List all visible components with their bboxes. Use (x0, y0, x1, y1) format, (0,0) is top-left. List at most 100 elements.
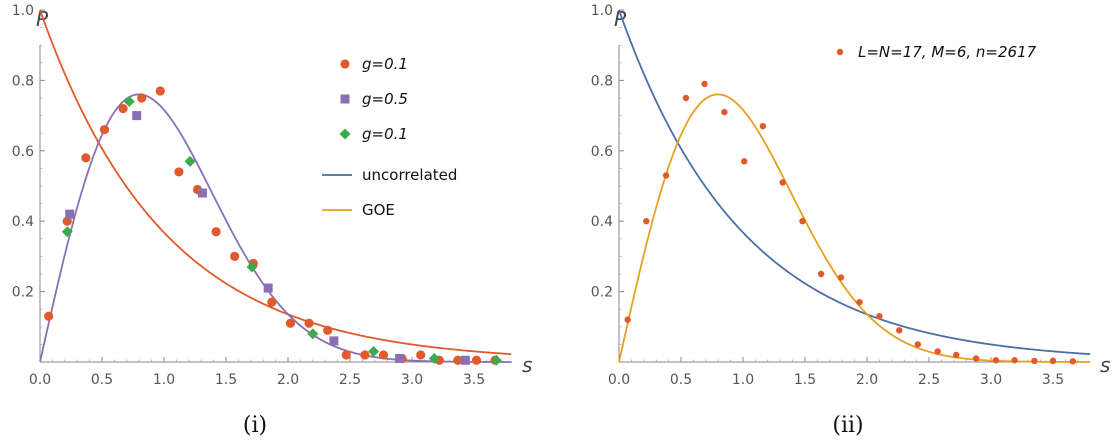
x-tick-label: 2.0 (277, 372, 299, 388)
y-tick-label: 0.6 (591, 144, 613, 160)
panel-label: (ii) (832, 413, 863, 438)
x-tick-label: 1.5 (794, 372, 816, 388)
x-axis-label: s (1100, 353, 1110, 377)
legend-label: g=0.5 (362, 90, 408, 108)
x-tick-label: 3.5 (463, 372, 485, 388)
x-tick-label: 0.0 (608, 372, 630, 388)
x-tick-label: 0.5 (670, 372, 692, 388)
y-tick-label: 0.4 (591, 214, 613, 230)
data-point (972, 355, 980, 362)
data-point (395, 353, 405, 363)
data-point (460, 355, 470, 365)
data-point (934, 348, 941, 355)
data-point (1049, 357, 1057, 365)
chart-panel-1: 0.0 0.5 1.0 1.5 2.0 2.5 3.0 3.5 0.2 0.4 0.6 0.8 1.0 s… (12, 3, 533, 438)
data-point (701, 80, 708, 88)
data-point (741, 158, 748, 165)
legend-label: GOE (362, 201, 395, 219)
legend-label: g=0.1 (362, 125, 408, 143)
x-tick-label: 0.0 (29, 372, 51, 388)
data-point (230, 251, 240, 261)
uncorrelated-curve (618, 9, 1091, 356)
data-point (155, 86, 165, 96)
data-point (81, 153, 91, 163)
data-point (62, 216, 72, 226)
data-point (471, 355, 482, 365)
panel-label: (i) (243, 413, 267, 438)
data-point (329, 336, 339, 346)
data-point (416, 350, 426, 360)
data-point (184, 155, 196, 167)
x-tick-label: 2.5 (339, 372, 361, 388)
x-tick-label: 3.0 (980, 372, 1002, 388)
x-tick-label: 3.0 (401, 372, 423, 388)
x-tick-label: 3.5 (1042, 372, 1064, 388)
legend-label: L=N=17, M=6, n=2617 (858, 43, 1037, 61)
data-point (323, 325, 333, 335)
y-tick-label: 0.8 (591, 73, 613, 89)
y-tick-label: 0.2 (591, 285, 613, 301)
data-point (1069, 358, 1077, 365)
data-point (368, 345, 380, 357)
data-point (263, 283, 273, 293)
data-point (428, 352, 440, 364)
goe-curve (39, 93, 512, 363)
y-tick-label: 1.0 (12, 3, 34, 19)
data-point (1011, 357, 1018, 364)
x-tick-label: 1.0 (732, 372, 754, 388)
x-tick-label: 1.5 (215, 372, 237, 388)
legend-swatch (836, 48, 844, 56)
data-point (896, 327, 903, 334)
data-point (246, 261, 258, 273)
data-point (211, 227, 221, 237)
data-point (779, 179, 786, 186)
data-point (721, 108, 728, 116)
x-tick-label: 0.5 (91, 372, 113, 388)
x-tick-label: 2.5 (918, 372, 940, 388)
goe-curve (618, 93, 1091, 363)
data-point (61, 226, 73, 238)
data-point (876, 313, 883, 320)
x-tick-label: 1.0 (153, 372, 175, 388)
legend-swatch (340, 59, 350, 69)
legend-swatch (339, 128, 351, 140)
data-point (174, 167, 184, 177)
data-point (992, 357, 1000, 364)
data-point (799, 218, 806, 225)
data-point (307, 328, 319, 340)
x-axis-label: s (522, 353, 532, 377)
data-point (837, 274, 845, 281)
y-tick-label: 0.8 (12, 73, 34, 89)
y-tick-label: 0.4 (12, 214, 34, 230)
data-point (304, 318, 314, 328)
data-point (137, 93, 147, 103)
data-point (341, 350, 351, 360)
data-point (817, 270, 825, 278)
data-point (99, 125, 110, 135)
data-point (360, 350, 370, 360)
chart-panel-2: 0.0 0.5 1.0 1.5 2.0 2.5 3.0 3.5 0.2 0.4 0.6 0.8 1.0 s… (591, 3, 1111, 438)
data-point (662, 172, 670, 179)
data-point (44, 311, 54, 321)
data-point (378, 350, 389, 360)
data-point (914, 341, 922, 348)
data-point (453, 355, 463, 365)
y-tick-label: 1.0 (591, 3, 613, 19)
data-point (759, 122, 767, 130)
y-tick-label: 0.2 (12, 285, 34, 301)
legend-label: g=0.1 (362, 55, 408, 73)
data-point (624, 316, 631, 323)
data-point (123, 96, 135, 108)
x-tick-label: 2.0 (856, 372, 878, 388)
data-point (118, 103, 128, 114)
legend: g=0.1 g=0.5 g=0.1 uncorrelated GOE (322, 55, 457, 219)
legend: L=N=17, M=6, n=2617 (836, 43, 1037, 61)
data-point (65, 209, 75, 219)
data-point (197, 188, 207, 198)
data-point (643, 218, 650, 225)
legend-swatch (340, 94, 350, 104)
data-point (953, 351, 960, 359)
data-point (490, 354, 502, 366)
data-point (285, 318, 296, 328)
